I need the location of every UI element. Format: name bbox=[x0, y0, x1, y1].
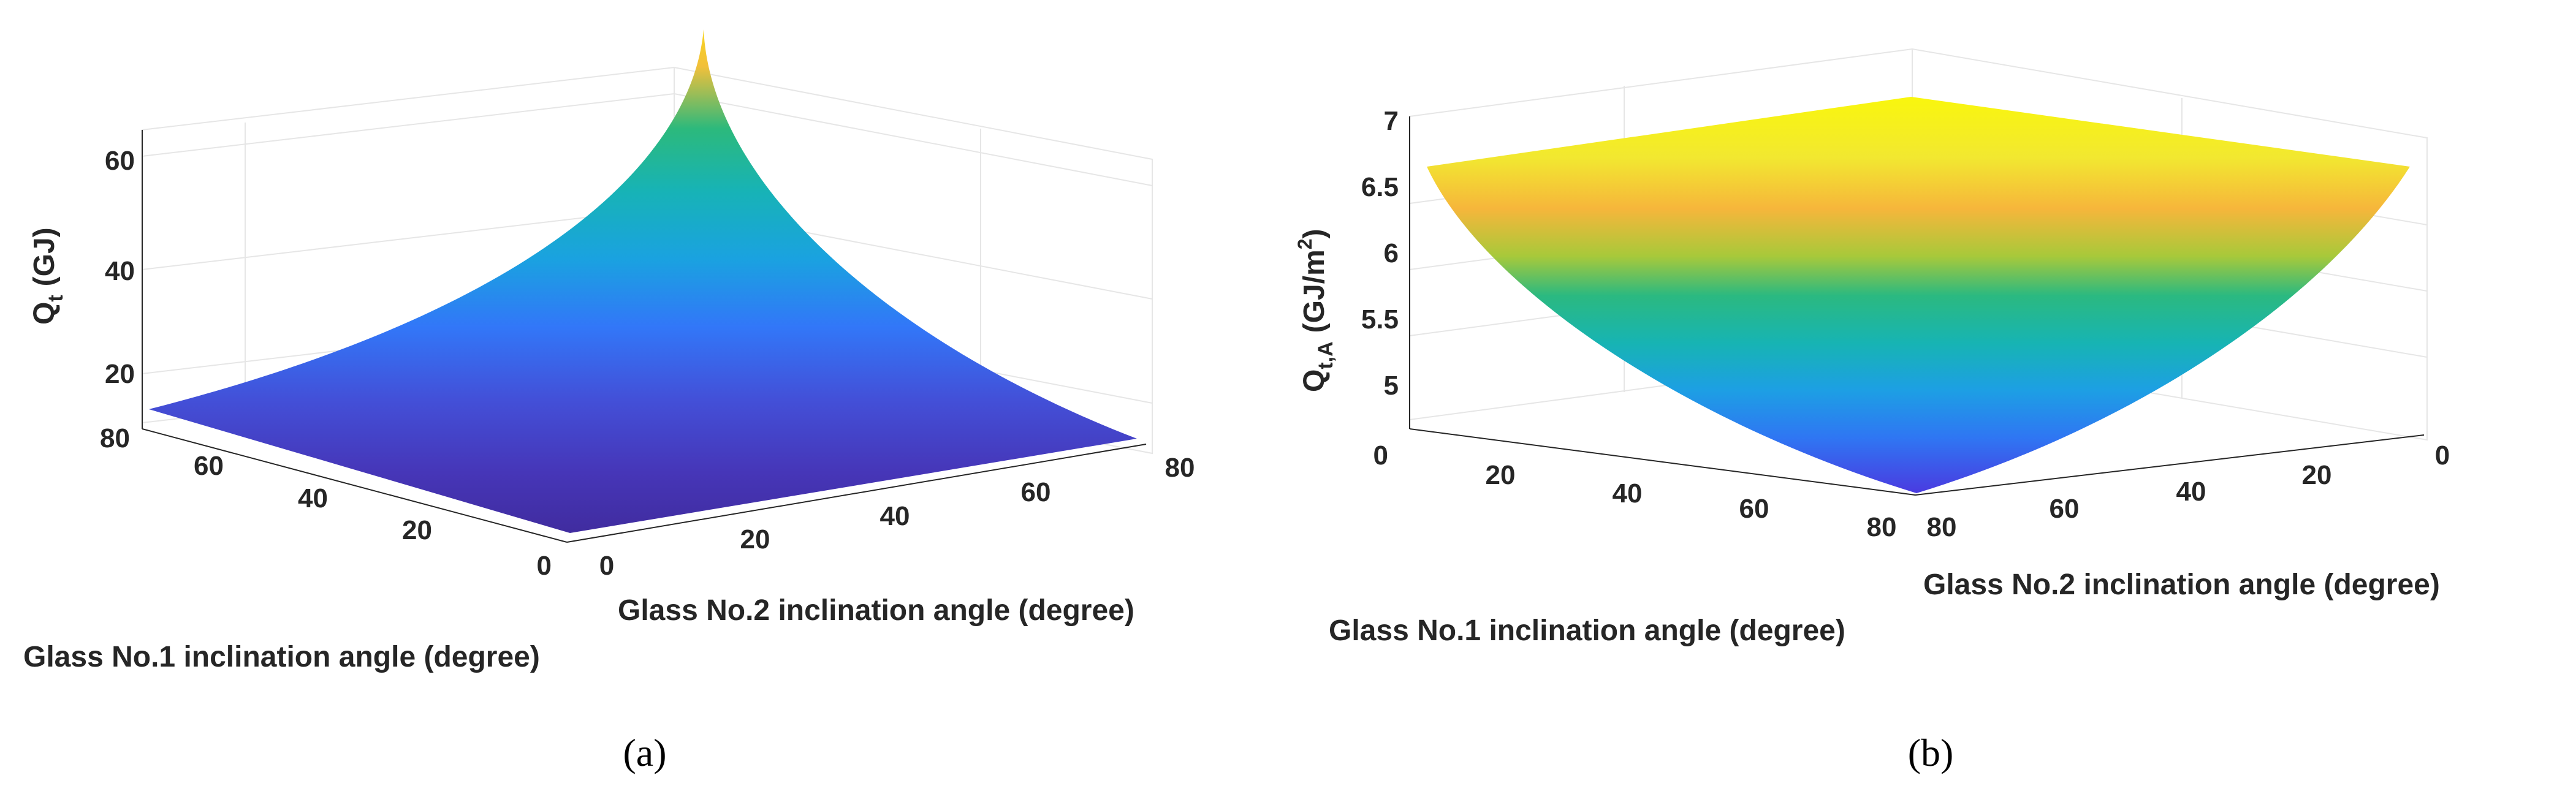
panel-a-y-tick: 60 bbox=[1021, 477, 1051, 507]
panel-b-ticks: 0 20 40 60 80 80 60 40 20 0 7 6.5 6 5.5 … bbox=[1361, 106, 2450, 542]
panel-b-x-tick: 20 bbox=[1486, 460, 1516, 490]
panel-b-x-tick: 40 bbox=[1613, 478, 1643, 509]
panel-a-x-tick: 20 bbox=[402, 515, 432, 545]
panel-b-y-tick: 80 bbox=[1927, 512, 1957, 542]
panel-b-y-tick: 20 bbox=[2302, 460, 2332, 490]
panel-b-z-tick: 6 bbox=[1384, 238, 1399, 268]
panel-a-y-tick: 40 bbox=[880, 501, 910, 531]
panel-a-x-tick: 0 bbox=[537, 551, 552, 581]
panel-a-y-tick: 0 bbox=[599, 551, 614, 581]
panel-a-y-label: Glass No.2 inclination angle (degree) bbox=[618, 594, 1134, 627]
panel-b-x-tick: 60 bbox=[1739, 494, 1769, 524]
panel-a-caption: (a) bbox=[623, 731, 666, 774]
panel-a-x-tick: 60 bbox=[194, 451, 224, 481]
panel-a-z-tick: 60 bbox=[105, 146, 135, 176]
panel-a-x-tick: 80 bbox=[100, 423, 130, 453]
panel-a-z-tick: 40 bbox=[105, 256, 135, 286]
panel-b-caption: (b) bbox=[1908, 731, 1954, 774]
panel-b-y-tick: 0 bbox=[2435, 440, 2450, 471]
panel-a-x-label: Glass No.1 inclination angle (degree) bbox=[23, 641, 540, 673]
panel-b-axes bbox=[1409, 116, 2425, 496]
panel-b-y-tick: 60 bbox=[2050, 494, 2080, 524]
panel-b-x-tick: 0 bbox=[1373, 440, 1388, 471]
panel-b-surface bbox=[1427, 97, 2410, 493]
panel-a-surface bbox=[149, 29, 1137, 533]
panel-b-z-label: Qt,A(GJ/m2) bbox=[1294, 229, 1337, 392]
panel-a-ticks: 80 60 40 20 0 0 20 40 60 80 60 40 20 bbox=[100, 146, 1195, 581]
panel-a-axes bbox=[142, 130, 1147, 543]
panel-b-z-tick: 5 bbox=[1384, 371, 1399, 401]
panel-b-x-label: Glass No.1 inclination angle (degree) bbox=[1329, 614, 1845, 647]
panel-b-y-label: Glass No.2 inclination angle (degree) bbox=[1923, 569, 2440, 601]
panel-b-y-tick: 40 bbox=[2176, 477, 2206, 507]
panel-a-z-label: Qt(GJ) bbox=[28, 227, 67, 325]
panel-b: 0 20 40 60 80 80 60 40 20 0 7 6.5 6 5.5 … bbox=[1294, 48, 2450, 774]
panel-b-z-tick: 7 bbox=[1384, 106, 1399, 136]
panel-a-z-tick: 20 bbox=[105, 359, 135, 389]
panel-a-y-tick: 80 bbox=[1165, 453, 1195, 483]
panel-b-x-tick: 80 bbox=[1867, 512, 1897, 542]
panel-b-z-tick: 6.5 bbox=[1361, 172, 1399, 202]
panel-a-x-tick: 40 bbox=[298, 483, 328, 513]
panel-b-z-tick: 5.5 bbox=[1361, 304, 1399, 335]
panel-a: 80 60 40 20 0 0 20 40 60 80 60 40 20 Qt(… bbox=[23, 29, 1195, 774]
panel-a-y-tick: 20 bbox=[740, 524, 770, 554]
